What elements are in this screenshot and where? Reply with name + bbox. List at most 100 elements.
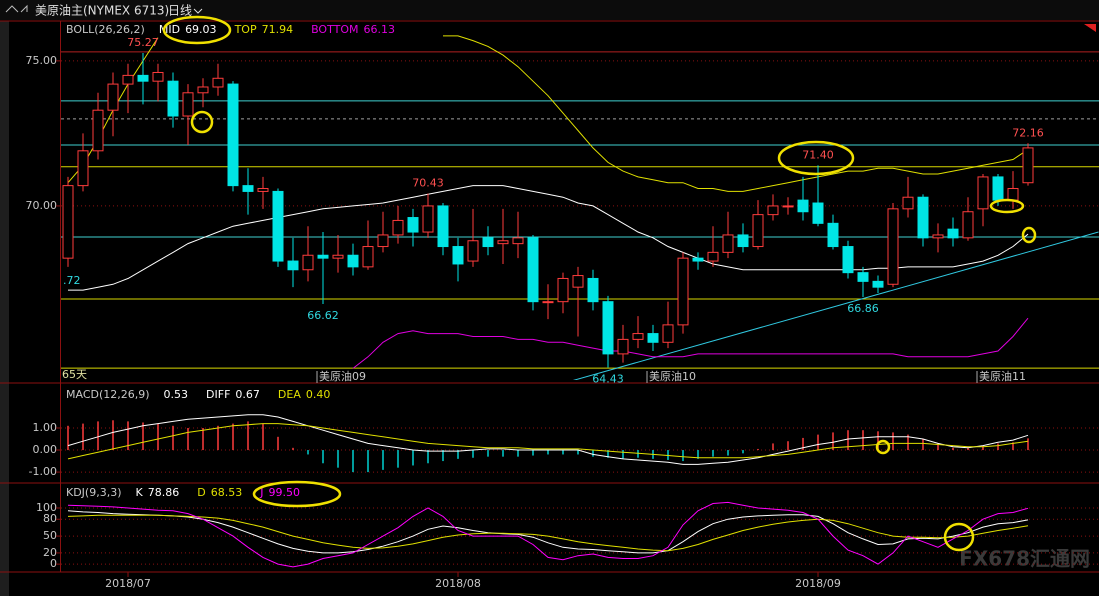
- legend-name: D: [197, 486, 205, 499]
- period-dropdown-arrow[interactable]: [193, 8, 203, 14]
- candle-body: [332, 254, 344, 259]
- header-icon[interactable]: [5, 4, 28, 13]
- plot-area: [61, 501, 1099, 568]
- header-title: 美原油主(NYMEX 6713): [35, 4, 169, 18]
- highlight-circle: [875, 439, 891, 455]
- plot-layer: 70.00 75.00 75.27 66.62 70.43 64.43 71.40 66.86…: [26, 23, 1099, 590]
- candle-body: [917, 196, 929, 239]
- x-tick-label: 2018/09: [795, 577, 841, 590]
- candle-body: [137, 74, 149, 82]
- candle-body: [677, 257, 689, 326]
- watermark: FX678汇通网: [959, 547, 1090, 571]
- candle-body: [497, 240, 509, 245]
- contract-label: 美原油10: [649, 369, 696, 383]
- extreme-label: 72.16: [1012, 126, 1044, 139]
- legend-name: BOTTOM: [311, 23, 358, 36]
- candle-body: [572, 275, 584, 288]
- candle-body: [242, 185, 254, 192]
- candle-body: [797, 199, 809, 213]
- candle-body: [767, 205, 779, 216]
- indicator-name: MACD(12,26,9): [66, 388, 150, 401]
- bollinger-line: [352, 317, 1029, 369]
- candle-body: [812, 202, 824, 224]
- highlight-circle: [190, 110, 214, 134]
- candle-body: [377, 234, 389, 248]
- candle-body: [92, 109, 104, 152]
- highlight-circles: [162, 15, 1037, 552]
- candle-body: [107, 83, 119, 111]
- candle-body: [122, 74, 134, 85]
- legend-name: DIFF: [206, 388, 230, 401]
- y-tick-label: 70.00: [26, 199, 58, 212]
- candle-body: [662, 324, 674, 343]
- legend-value: 99.50: [268, 486, 300, 499]
- legend-value: 78.86: [148, 486, 180, 499]
- candle-body: [737, 234, 749, 248]
- period-selector[interactable]: 日线: [168, 4, 192, 18]
- candle-body: [632, 333, 644, 340]
- candle-body: [197, 86, 209, 94]
- candle-body: [947, 228, 959, 239]
- candle-body: [407, 217, 419, 233]
- legend-value: 66.13: [363, 23, 395, 36]
- candle-body: [692, 257, 704, 262]
- y-tick-label: 0.00: [33, 443, 58, 456]
- macd-line: [67, 423, 1029, 460]
- plot-area: [61, 35, 1099, 380]
- candle-body: [962, 211, 974, 239]
- candle-body: [872, 280, 884, 288]
- legend-name: J: [259, 486, 263, 499]
- highlight-circle: [1021, 226, 1037, 244]
- candle-body: [527, 237, 539, 303]
- candle-body: [257, 188, 269, 192]
- candle-body: [752, 214, 764, 248]
- extreme-label: 64.43: [592, 373, 624, 386]
- y-tick-label: 50: [43, 529, 57, 542]
- legend-value: 0.67: [235, 388, 260, 401]
- y-tick-label: 75.00: [26, 54, 58, 67]
- candle-body: [617, 338, 629, 355]
- candle-body: [347, 254, 359, 268]
- extreme-label: 66.86: [847, 302, 879, 315]
- header-bar: [0, 0, 1099, 20]
- candle-body: [227, 83, 239, 187]
- candle-body: [512, 237, 524, 245]
- x-tick-label: 2018/08: [435, 577, 481, 590]
- candle-body: [152, 71, 164, 82]
- candle-body: [722, 234, 734, 253]
- candle-body: [167, 80, 179, 117]
- extreme-label: 66.62: [307, 309, 339, 322]
- indicator-name: BOLL(26,26,2): [66, 23, 145, 36]
- candle-body: [1022, 147, 1034, 184]
- legend-value: 71.94: [262, 23, 294, 36]
- plot-area: [61, 414, 1099, 473]
- legend-value: 68.53: [211, 486, 243, 499]
- y-tick-label: 0: [50, 557, 57, 570]
- kdj-line: [67, 514, 1029, 552]
- legend-value: 0.53: [164, 388, 189, 401]
- candle-body: [707, 251, 719, 262]
- extreme-label: 75.27: [127, 36, 159, 49]
- candle-body: [857, 272, 869, 282]
- bollinger-line: [68, 185, 1029, 291]
- edge-label: .72: [63, 274, 81, 287]
- candle-body: [1007, 188, 1019, 201]
- candle-body: [587, 277, 599, 303]
- y-tick-label: 20: [43, 546, 57, 559]
- y-tick-label: -1.00: [29, 465, 57, 478]
- candle-body: [272, 190, 284, 262]
- candle-body: [287, 260, 299, 271]
- legend-value: 69.03: [185, 23, 217, 36]
- candle-body: [542, 301, 554, 304]
- y-tick-label: 100: [36, 501, 57, 514]
- candle-body: [647, 333, 659, 343]
- kdj-line: [67, 501, 1029, 568]
- trend-line: [572, 231, 1099, 380]
- legend-name: DEA: [278, 388, 301, 401]
- side-toolbar: [0, 21, 9, 596]
- highlight-circle: [162, 15, 232, 45]
- candle-body: [887, 208, 899, 285]
